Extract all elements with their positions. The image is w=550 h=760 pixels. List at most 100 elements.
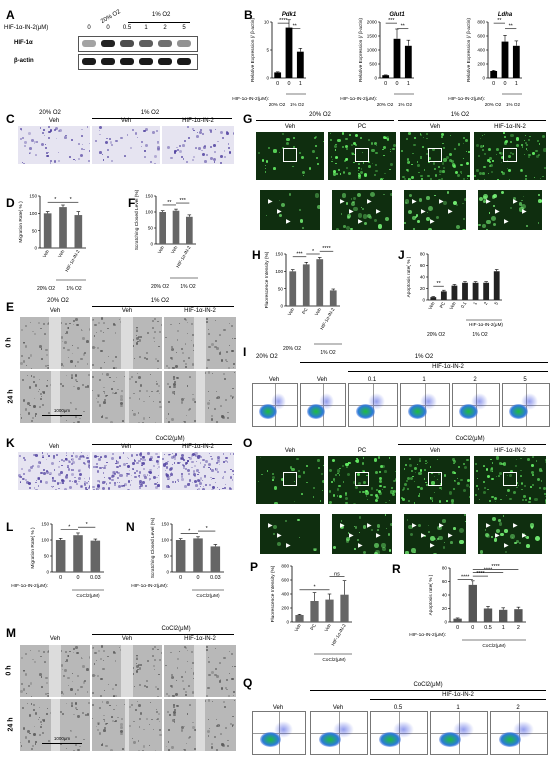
texture-dot	[404, 198, 410, 204]
texture-dot	[41, 455, 44, 458]
texture-dot	[451, 163, 456, 167]
y-tick-label: 40	[420, 275, 426, 280]
texture-dot	[261, 159, 265, 162]
texture-dot	[156, 459, 160, 463]
texture-dot	[136, 337, 139, 341]
texture-dot	[155, 718, 158, 721]
texture-dot	[353, 197, 356, 200]
texture-dot	[106, 461, 108, 464]
texture-dot	[502, 515, 505, 517]
texture-dot	[165, 473, 169, 477]
texture-dot	[115, 720, 118, 722]
texture-dot	[282, 147, 284, 149]
texture-dot	[101, 416, 103, 418]
texture-dot	[223, 487, 226, 490]
texture-dot	[58, 487, 60, 490]
panel-a-band-label-actin: β-actin	[14, 58, 34, 64]
texture-dot	[127, 472, 131, 476]
y-tick-label: 0	[286, 620, 289, 625]
texture-dot	[136, 663, 138, 665]
texture-dot	[228, 650, 231, 653]
texture-dot	[46, 470, 48, 472]
texture-dot	[20, 744, 23, 747]
texture-dot	[39, 405, 41, 408]
panel-m-header-line	[92, 634, 234, 635]
y-axis-label: Apoptosis rate( % )	[406, 256, 412, 297]
texture-dot	[180, 155, 184, 159]
y-tick-label: 600	[477, 34, 485, 39]
column-label: 1	[422, 377, 426, 383]
column-label: Veh	[429, 124, 441, 130]
texture-dot	[185, 161, 189, 164]
texture-dot	[173, 383, 176, 386]
chart-title: Glut1	[389, 12, 405, 18]
texture-dot	[133, 413, 136, 416]
texture-dot	[74, 735, 77, 739]
texture-dot	[408, 524, 413, 530]
scratch-image	[92, 317, 162, 369]
chart-title: Ldha	[498, 12, 513, 18]
texture-dot	[29, 487, 32, 490]
texture-dot	[178, 145, 181, 148]
texture-dot	[157, 648, 159, 651]
texture-dot	[97, 455, 100, 458]
texture-dot	[102, 322, 105, 325]
texture-dot	[344, 145, 348, 149]
texture-dot	[301, 155, 305, 159]
texture-dot	[151, 648, 154, 651]
texture-dot	[102, 650, 105, 653]
texture-dot	[92, 375, 95, 378]
texture-dot	[172, 454, 176, 458]
texture-dot	[139, 684, 142, 687]
texture-dot	[344, 497, 348, 501]
texture-dot	[42, 456, 45, 459]
texture-dot	[180, 728, 184, 732]
texture-dot	[138, 726, 141, 728]
texture-dot	[182, 144, 185, 147]
texture-dot	[77, 361, 79, 363]
texture-dot	[74, 364, 77, 367]
bar	[159, 212, 166, 244]
dose-label: HIF-1α-IN-2(μM):	[409, 632, 446, 638]
texture-dot	[37, 649, 40, 652]
texture-dot	[138, 704, 141, 707]
texture-dot	[139, 487, 141, 489]
texture-dot	[165, 461, 168, 465]
texture-dot	[94, 140, 97, 143]
texture-dot	[192, 363, 195, 366]
texture-dot	[293, 480, 296, 482]
texture-dot	[94, 674, 97, 677]
texture-dot	[188, 473, 191, 475]
texture-dot	[33, 487, 36, 489]
texture-dot	[62, 481, 65, 484]
texture-dot	[138, 376, 141, 379]
texture-dot	[98, 379, 101, 382]
texture-dot	[79, 455, 82, 458]
texture-dot	[30, 375, 32, 377]
texture-dot	[488, 148, 491, 152]
texture-dot	[123, 485, 125, 488]
texture-dot	[191, 452, 195, 456]
texture-dot	[54, 129, 57, 131]
texture-dot	[93, 488, 96, 490]
texture-dot	[198, 471, 201, 474]
texture-dot	[339, 467, 342, 470]
arrowhead-icon: ▶	[367, 523, 372, 529]
texture-dot	[149, 373, 151, 376]
texture-dot	[173, 375, 175, 378]
y-axis-label: Scratching Closed Level (%)	[150, 517, 156, 578]
texture-dot	[115, 683, 118, 687]
texture-dot	[417, 485, 420, 489]
texture-dot	[224, 398, 227, 401]
texture-dot	[507, 167, 509, 169]
texture-dot	[449, 134, 451, 136]
texture-dot	[43, 134, 45, 136]
texture-dot	[520, 143, 523, 146]
y-tick-label: 50	[32, 228, 38, 233]
column-label: 1	[456, 705, 460, 711]
texture-dot	[334, 143, 337, 146]
texture-dot	[61, 479, 65, 483]
texture-dot	[508, 169, 511, 172]
panel-g-header-right: 1% O2	[450, 112, 470, 118]
